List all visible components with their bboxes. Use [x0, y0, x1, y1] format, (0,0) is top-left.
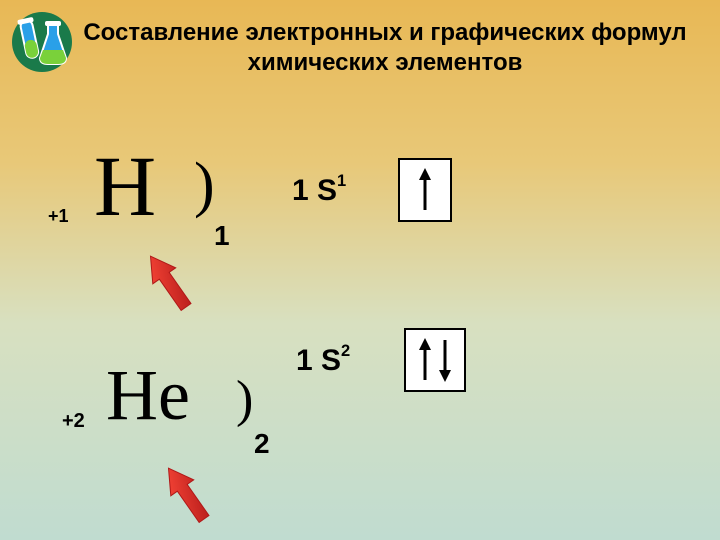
config-superscript: 1 [337, 172, 346, 190]
nuclear-charge: +2 [62, 410, 85, 433]
config-base: 1 S [292, 174, 337, 207]
element-symbol: He [106, 354, 190, 437]
config-base: 1 S [296, 344, 341, 377]
config-superscript: 2 [341, 342, 350, 360]
page-title: Составление электронных и графических фо… [80, 18, 690, 78]
spin-up-arrow-icon [417, 336, 433, 384]
shell-paren: ) [194, 150, 215, 221]
spin-up-arrow-icon [417, 166, 433, 214]
electron-configuration: 1 S1 [292, 174, 346, 208]
element-row: +1H)11 S1 [0, 140, 720, 340]
shell-electron-count: 2 [254, 428, 270, 460]
orbital-diagram [404, 328, 466, 392]
element-row: +2He)21 S2 [0, 340, 720, 540]
orbital-diagram [398, 158, 452, 222]
nuclear-charge: +1 [48, 206, 69, 227]
pointer-arrow-icon [148, 456, 228, 536]
spin-down-arrow-icon [437, 336, 453, 384]
flask-icon [10, 10, 74, 79]
electron-configuration: 1 S2 [296, 344, 350, 378]
shell-paren: ) [236, 370, 253, 429]
shell-electron-count: 1 [214, 220, 230, 252]
pointer-arrow-icon [130, 244, 210, 324]
element-symbol: H [94, 136, 156, 236]
